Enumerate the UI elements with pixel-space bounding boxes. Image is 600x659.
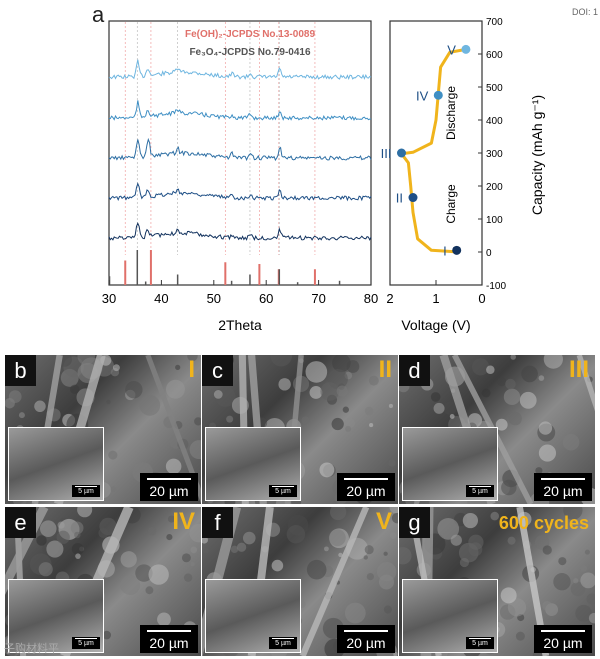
- scale-bar-label: 20 µm: [346, 635, 386, 651]
- sem-inset-image: 5 µm: [402, 579, 498, 653]
- vc-y-tick-label: 700: [486, 17, 503, 28]
- state-label-V: V: [447, 42, 456, 57]
- sem-panel-d: d III 5 µm 20 µm: [399, 355, 595, 504]
- inset-scale-label: 5 µm: [78, 488, 94, 495]
- xrd-pattern-3: [108, 137, 372, 162]
- sem-state-tag: II: [378, 356, 392, 383]
- state-point-IV: [433, 90, 443, 100]
- inset-scale-label: 5 µm: [472, 640, 488, 647]
- sem-panel-f: f V 5 µm 20 µm: [202, 507, 398, 656]
- vc-y-tick-label: 400: [486, 116, 503, 127]
- sem-panel-letter: d: [399, 355, 430, 386]
- vc-y-tick-label: 0: [486, 248, 492, 259]
- vc-x-tick-label: 2: [386, 291, 393, 306]
- vc-y-tick-label: 200: [486, 182, 503, 193]
- sem-state-tag: V: [375, 508, 392, 535]
- state-point-II: [408, 193, 418, 203]
- charge-annotation: Charge: [444, 184, 458, 224]
- sem-state-tag: IV: [172, 508, 195, 535]
- inset-scale-label: 5 µm: [275, 488, 291, 495]
- vc-x-axis-label: Voltage (V): [401, 317, 470, 333]
- state-label-II: II: [396, 191, 403, 206]
- xrd-pattern-4: [108, 182, 372, 202]
- vc-y-tick-label: 300: [486, 149, 503, 160]
- sem-inset-image: 5 µm: [8, 579, 104, 653]
- scale-bar-label: 20 µm: [149, 635, 189, 651]
- inset-scale-bar: 5 µm: [269, 637, 297, 649]
- sem-panel-b: b I 5 µm 20 µm: [5, 355, 201, 504]
- legend-entry-feoh2: Fe(OH)₂-JCPDS No.13-0089: [185, 29, 315, 40]
- state-label-IV: IV: [416, 88, 429, 103]
- scale-bar: 20 µm: [140, 473, 198, 501]
- sem-panel-c: c II 5 µm 20 µm: [202, 355, 398, 504]
- state-point-III: [397, 148, 406, 158]
- scale-bar: 20 µm: [534, 473, 592, 501]
- panel-a-letter: a: [92, 2, 105, 27]
- vc-y-tick-label: 100: [486, 215, 503, 226]
- xrd-pattern-2: [108, 100, 372, 122]
- x-tick-label: 70: [311, 291, 325, 306]
- scale-bar-label: 20 µm: [543, 635, 583, 651]
- vc-x-tick-label: 1: [432, 291, 439, 306]
- inset-scale-bar: 5 µm: [72, 637, 100, 649]
- state-label-III: III: [381, 146, 392, 161]
- sem-state-tag: III: [568, 356, 589, 383]
- x-tick-label: 30: [102, 291, 116, 306]
- sem-panel-letter: c: [202, 355, 233, 386]
- vc-y-axis-label: Capacity (mAh g⁻¹): [529, 95, 545, 215]
- sem-state-tag: I: [188, 356, 195, 383]
- voltage-profile-curve: [400, 47, 467, 254]
- xrd-plot-frame: [108, 20, 372, 286]
- x-tick-label: 40: [154, 291, 168, 306]
- inset-scale-bar: 5 µm: [269, 485, 297, 497]
- x-tick-label: 60: [259, 291, 273, 306]
- sem-inset-image: 5 µm: [8, 427, 104, 501]
- inset-scale-bar: 5 µm: [466, 485, 494, 497]
- sem-panel-letter: e: [5, 507, 36, 538]
- scale-bar: 20 µm: [337, 473, 395, 501]
- discharge-annotation: Discharge: [444, 86, 458, 140]
- sem-panel-letter: b: [5, 355, 36, 386]
- inset-scale-label: 5 µm: [472, 488, 488, 495]
- sem-inset-image: 5 µm: [205, 427, 301, 501]
- xrd-pattern-1: [108, 59, 372, 80]
- vc-y-tick-label: 500: [486, 83, 503, 94]
- vc-y-tick-label: -100: [486, 281, 506, 292]
- doi-text: DOI: 1: [571, 7, 598, 17]
- inset-scale-bar: 5 µm: [72, 485, 100, 497]
- scale-bar-label: 20 µm: [346, 483, 386, 499]
- vc-x-tick-label: 0: [478, 291, 485, 306]
- sem-panel-e: e IV 5 µm 20 µm: [5, 507, 201, 656]
- watermark-text: 子购材料平: [4, 643, 59, 655]
- sem-inset-image: 5 µm: [402, 427, 498, 501]
- sem-panel-letter: f: [202, 507, 233, 538]
- legend-entry-fe3o4: Fe₃O₄-JCPDS No.79-0416: [189, 47, 311, 58]
- state-label-I: I: [443, 243, 447, 258]
- sem-panel-letter: g: [399, 507, 430, 538]
- x-tick-label: 50: [207, 291, 221, 306]
- inset-scale-label: 5 µm: [275, 640, 291, 647]
- sem-panel-g: g 600 cycles 5 µm 20 µm: [399, 507, 595, 656]
- scale-bar: 20 µm: [337, 625, 395, 653]
- scale-bar-label: 20 µm: [543, 483, 583, 499]
- xrd-chart: 30 40 50 60 70 80 Fe(OH)₂-JCPDS No.13-0089 Fe…: [102, 20, 378, 333]
- inset-scale-label: 5 µm: [78, 640, 94, 647]
- x-tick-label: 80: [364, 291, 378, 306]
- xrd-x-axis-label: 2Theta: [218, 317, 262, 333]
- scale-bar: 20 µm: [140, 625, 198, 653]
- scale-bar: 20 µm: [534, 625, 592, 653]
- xrd-pattern-5: [108, 222, 372, 241]
- sem-state-tag: 600 cycles: [498, 513, 589, 533]
- scale-bar-label: 20 µm: [149, 483, 189, 499]
- state-point-V: [461, 44, 471, 54]
- inset-scale-bar: 5 µm: [466, 637, 494, 649]
- vc-y-tick-label: 600: [486, 50, 503, 61]
- state-point-I: [452, 245, 462, 255]
- sem-inset-image: 5 µm: [205, 579, 301, 653]
